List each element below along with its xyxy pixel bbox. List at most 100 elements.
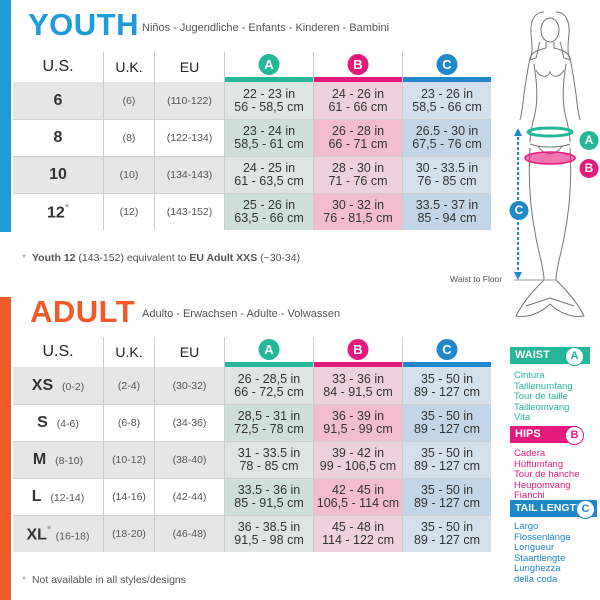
adult-eu-size: (38-40)	[154, 441, 224, 478]
adult-waist-cell: 33.5 - 36 in 85 - 91,5 cm	[224, 478, 313, 515]
waist-to-floor-label: Waist to Floor	[450, 274, 503, 284]
adult-header-b: B	[314, 337, 402, 367]
table-row: S (4-6) (6-8) (34-36) 28,5 - 31 in 72,5 -…	[13, 404, 491, 441]
legend-waist-badge: A	[565, 347, 584, 366]
youth-header-eu: EU	[154, 52, 224, 82]
adult-subtitle: Adulto - Erwachsen - Adulte - Volwassen	[142, 308, 341, 320]
adult-waist-cell: 28,5 - 31 in 72,5 - 78 cm	[224, 404, 313, 441]
legend-hips-badge: B	[565, 426, 584, 445]
youth-eu-size: (143-152)	[154, 193, 224, 230]
adult-title: ADULT	[30, 294, 136, 329]
hips-b-badge: B	[347, 339, 369, 360]
table-row: L (12-14) (14-16) (42-44) 33.5 - 36 in 85…	[13, 478, 491, 515]
adult-uk-size: (6-8)	[103, 404, 154, 441]
adult-eu-size: (42-44)	[154, 478, 224, 515]
legend-tail-badge: C	[576, 500, 595, 519]
adult-us-size: XL* (16-18)	[13, 515, 103, 552]
adult-hips-cell: 42 - 45 in 106,5 - 114 cm	[313, 478, 402, 515]
adult-uk-size: (10-12)	[103, 441, 154, 478]
adult-header-c: C	[403, 337, 491, 367]
youth-us-size: 10	[13, 156, 103, 193]
adult-header-uk: U.K.	[103, 337, 154, 367]
youth-subtitle: Niños - Jugendliche - Enfants - Kinderen…	[142, 22, 390, 34]
adult-uk-size: (2-4)	[103, 367, 154, 404]
youth-header-uk: U.K.	[103, 52, 154, 82]
youth-us-size: 8	[13, 119, 103, 156]
youth-header-c: C	[403, 52, 491, 82]
adult-tail-cell: 35 - 50 in 89 - 127 cm	[402, 441, 491, 478]
figure-a-marker: A	[579, 131, 599, 150]
youth-waist-cell: 23 - 24 in 58,5 - 61 cm	[224, 119, 313, 156]
table-row: 12* (12) (143-152) 25 - 26 in 63,5 - 66 c…	[13, 193, 491, 230]
adult-us-size: S (4-6)	[13, 404, 103, 441]
adult-eu-size: (34-36)	[154, 404, 224, 441]
table-row: XS (0-2) (2-4) (30-32) 26 - 28,5 in 66 - …	[13, 367, 491, 404]
youth-uk-size: (10)	[103, 156, 154, 193]
adult-hips-cell: 45 - 48 in 114 - 122 cm	[313, 515, 402, 552]
youth-eu-size: (134-143)	[154, 156, 224, 193]
youth-tail-cell: 23 - 26 in 58,5 - 66 cm	[402, 82, 491, 119]
table-row: M (8-10) (10-12) (38-40) 31 - 33.5 in 78 …	[13, 441, 491, 478]
youth-accent-bar	[0, 0, 11, 232]
youth-header-a: A	[225, 52, 313, 82]
adult-size-table: U.S. U.K. EU A B C XS (0-2) (2-4) (30-32…	[13, 337, 491, 552]
adult-us-size: XS (0-2)	[13, 367, 103, 404]
youth-header-us: U.S.	[42, 58, 74, 75]
waist-a-badge: A	[258, 339, 280, 360]
youth-hips-cell: 28 - 30 in 71 - 76 cm	[313, 156, 402, 193]
adult-footnote: * Not available in all styles/designs	[22, 574, 187, 586]
youth-header-b: B	[314, 52, 402, 82]
youth-waist-cell: 22 - 23 in 56 - 58,5 cm	[224, 82, 313, 119]
mermaid-figure-illustration	[514, 11, 585, 317]
youth-waist-cell: 25 - 26 in 63,5 - 66 cm	[224, 193, 313, 230]
youth-hips-cell: 30 - 32 in 76 - 81,5 cm	[313, 193, 402, 230]
table-row: 8 (8) (122-134) 23 - 24 in 58,5 - 61 cm 2…	[13, 119, 491, 156]
figure-c-marker: C	[509, 201, 529, 220]
asterisk-mark: *	[46, 523, 52, 536]
adult-header-us: U.S.	[42, 343, 74, 360]
tail-c-badge: C	[436, 54, 458, 75]
adult-waist-cell: 36 - 38.5 in 91,5 - 98 cm	[224, 515, 313, 552]
youth-footnote: * Youth 12 (143-152) equivalent to EU Ad…	[22, 252, 301, 264]
waist-a-badge: A	[258, 54, 280, 75]
youth-uk-size: (12)	[103, 193, 154, 230]
adult-hips-cell: 36 - 39 in 91,5 - 99 cm	[313, 404, 402, 441]
adult-hips-cell: 39 - 42 in 99 - 106,5 cm	[313, 441, 402, 478]
youth-hips-cell: 26 - 28 in 66 - 71 cm	[313, 119, 402, 156]
adult-waist-cell: 31 - 33.5 in 78 - 85 cm	[224, 441, 313, 478]
youth-uk-size: (6)	[103, 82, 154, 119]
youth-size-table: U.S. U.K. EU A B C 6 (6) (110-122) 22 - …	[13, 52, 491, 230]
youth-uk-size: (8)	[103, 119, 154, 156]
legend-hips-translations: Cadera Hüftumfang Tour de hanche Heupomv…	[514, 448, 580, 501]
adult-tail-cell: 35 - 50 in 89 - 127 cm	[402, 367, 491, 404]
youth-us-size: 12*	[13, 193, 103, 230]
adult-uk-size: (14-16)	[103, 478, 154, 515]
legend-waist-translations: Cintura Taillenumfang Tour de taille Tai…	[514, 370, 573, 423]
youth-tail-cell: 33.5 - 37 in 85 - 94 cm	[402, 193, 491, 230]
tail-c-badge: C	[436, 339, 458, 360]
youth-title: YOUTH	[28, 7, 139, 42]
youth-tail-cell: 26.5 - 30 in 67,5 - 76 cm	[402, 119, 491, 156]
adult-header-a: A	[225, 337, 313, 367]
adult-us-size: L (12-14)	[13, 478, 103, 515]
table-row: XL* (16-18) (18-20) (46-48) 36 - 38.5 in…	[13, 515, 491, 552]
youth-us-size: 6	[13, 82, 103, 119]
youth-eu-size: (122-134)	[154, 119, 224, 156]
asterisk-mark: *	[64, 201, 70, 214]
adult-eu-size: (46-48)	[154, 515, 224, 552]
adult-eu-size: (30-32)	[154, 367, 224, 404]
adult-header-eu: EU	[154, 337, 224, 367]
adult-tail-cell: 35 - 50 in 89 - 127 cm	[402, 478, 491, 515]
legend-tail-translations: Largo Flossenlänge Longueur Staartlengte…	[514, 521, 571, 585]
youth-hips-cell: 24 - 26 in 61 - 66 cm	[313, 82, 402, 119]
hips-b-badge: B	[347, 54, 369, 75]
table-row: 10 (10) (134-143) 24 - 25 in 61 - 63,5 cm…	[13, 156, 491, 193]
adult-accent-bar	[0, 297, 11, 600]
legend-tail-header: TAIL LENGTH	[510, 500, 597, 517]
adult-uk-size: (18-20)	[103, 515, 154, 552]
youth-waist-cell: 24 - 25 in 61 - 63,5 cm	[224, 156, 313, 193]
youth-tail-cell: 30 - 33.5 in 76 - 85 cm	[402, 156, 491, 193]
youth-eu-size: (110-122)	[154, 82, 224, 119]
adult-us-size: M (8-10)	[13, 441, 103, 478]
table-row: 6 (6) (110-122) 22 - 23 in 56 - 58,5 cm 2…	[13, 82, 491, 119]
